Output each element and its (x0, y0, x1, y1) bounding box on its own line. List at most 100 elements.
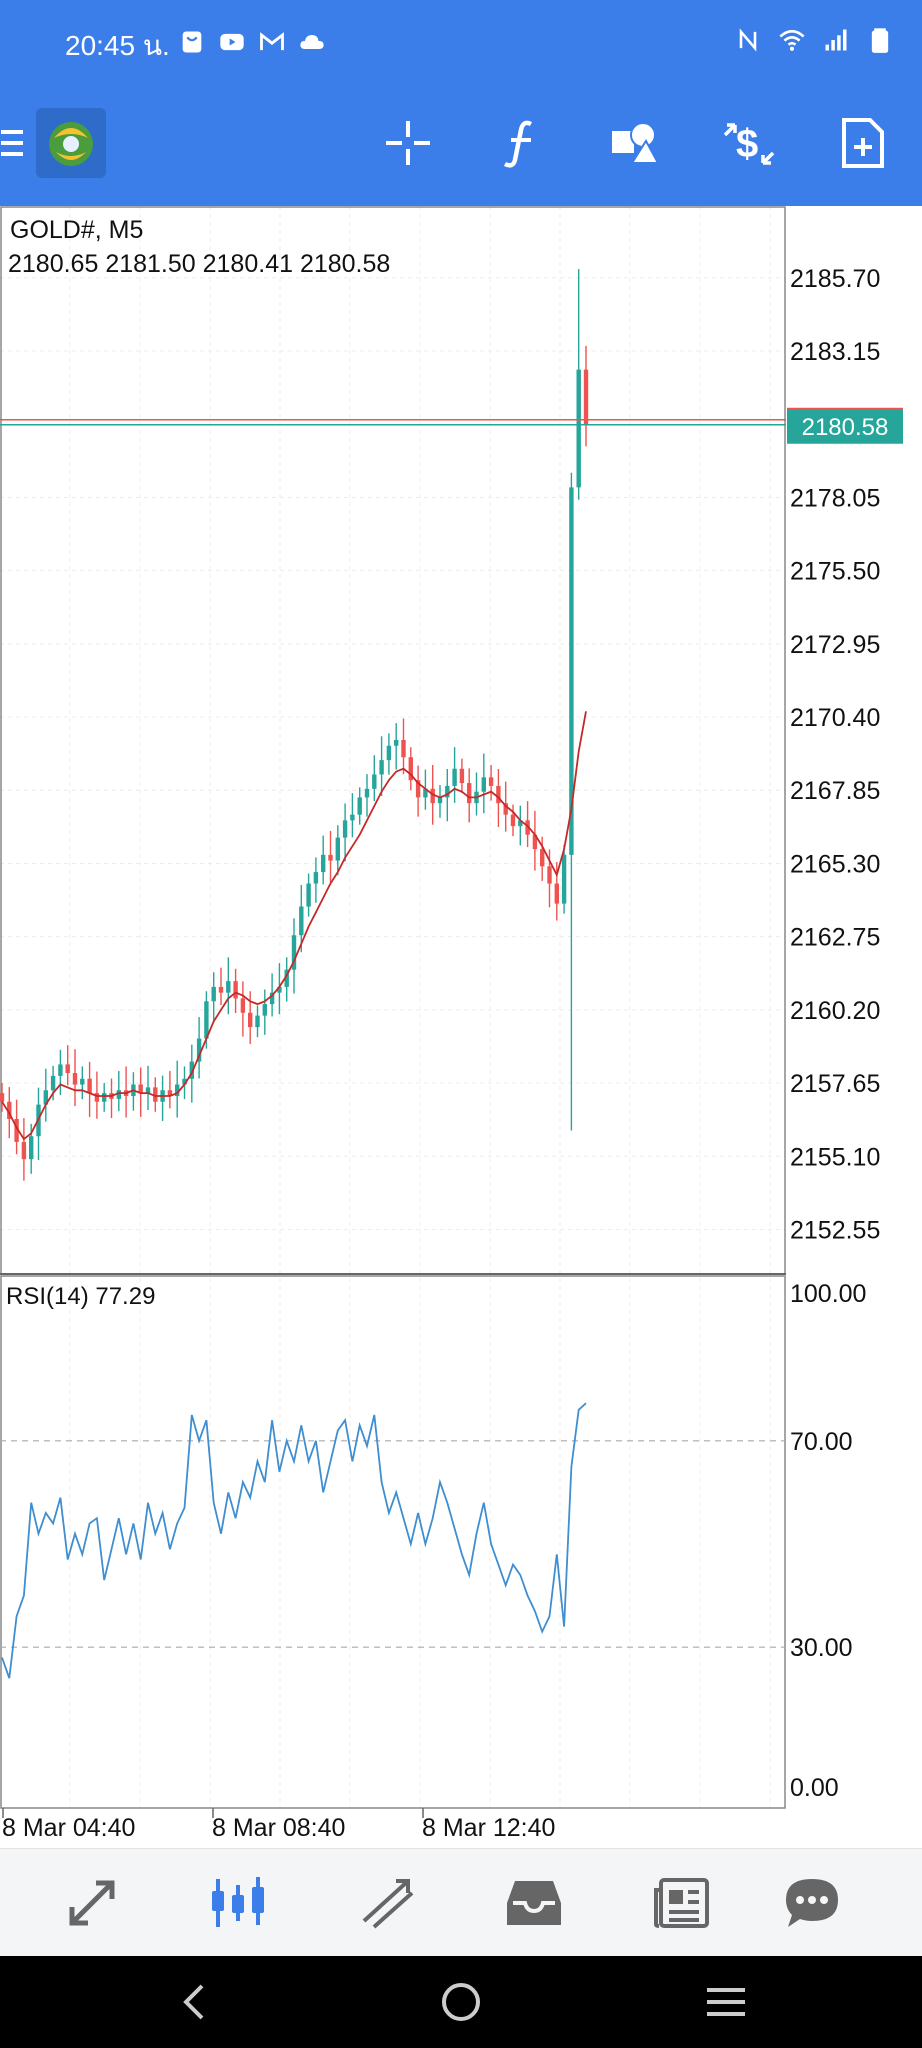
rsi-levels (0, 1440, 786, 1648)
news-icon (654, 1878, 709, 1928)
objects-icon (612, 122, 660, 164)
price-tick-label: 2172.95 (790, 631, 880, 659)
candle-body (569, 487, 574, 855)
price-axis: 2185.70 2183.15 2178.05 2175.50 2172.95 2170.… (790, 265, 880, 1245)
candle-body (532, 834, 538, 850)
candle-body (218, 986, 224, 993)
candle-body (269, 992, 275, 1005)
candle-body (196, 1038, 202, 1062)
home-button[interactable] (431, 1972, 491, 2032)
price-tick-label: 2183.15 (790, 338, 880, 366)
candle-body (21, 1141, 27, 1160)
candle-body (459, 768, 465, 784)
price-tick-label: 2170.40 (790, 704, 880, 732)
candle-body (87, 1078, 92, 1094)
bottom-navigation (0, 1848, 922, 1957)
crosshair-icon (386, 121, 430, 165)
price-tick-label: 2157.65 (790, 1070, 880, 1098)
nav-messages[interactable] (772, 1863, 852, 1943)
nav-trade[interactable] (348, 1863, 428, 1943)
time-tick-label: 8 Mar 12:40 (422, 1814, 555, 1842)
candle-body (189, 1061, 194, 1079)
nav-quotes[interactable] (52, 1863, 132, 1943)
price-tick-label: 2162.75 (790, 924, 880, 952)
candle-body (423, 788, 428, 798)
price-tick-label: 2160.20 (790, 997, 880, 1025)
new-order-button[interactable] (828, 105, 898, 181)
candle-body (116, 1090, 121, 1099)
crosshair-button[interactable] (373, 105, 443, 181)
price-tick-label: 2185.70 (790, 265, 880, 293)
indicators-button[interactable] (486, 105, 556, 181)
price-tick-label: 2165.30 (790, 850, 880, 878)
candle-body (167, 1090, 173, 1096)
back-button[interactable] (163, 1972, 223, 2032)
candle-body (204, 1001, 209, 1039)
moving-average-line (1, 711, 587, 1141)
candle-body (445, 785, 450, 798)
home-icon (442, 1983, 480, 2021)
price-tick-label: 2167.85 (790, 777, 880, 805)
chart-grid (0, 206, 786, 1808)
rsi-tick-label: 100.00 (790, 1280, 866, 1308)
candle-body (503, 803, 508, 815)
candle-body (357, 797, 362, 815)
rsi-tick-label: 70.00 (790, 1428, 853, 1456)
candle-body (554, 883, 559, 904)
candle-body (379, 760, 384, 775)
candle-body (255, 1015, 260, 1028)
candle-body (175, 1084, 180, 1096)
nav-history[interactable] (494, 1863, 574, 1943)
candle-body (510, 814, 516, 827)
candle-body (350, 814, 355, 821)
status-icons-left (178, 28, 326, 56)
candle-body (233, 981, 238, 999)
candle-body (583, 369, 589, 425)
candle-body (277, 986, 282, 993)
candle-body (226, 981, 231, 993)
objects-button[interactable] (600, 105, 670, 181)
candle-body (518, 820, 523, 827)
candle-body (408, 757, 413, 781)
candle-body (7, 1101, 12, 1119)
chart-area[interactable]: GOLD#, M5 2180.65 2181.50 2180.41 2180.5… (0, 206, 922, 1846)
candle-body (14, 1118, 19, 1142)
trade-button[interactable]: $ (714, 105, 784, 181)
recents-button[interactable] (696, 1972, 756, 2032)
candle-body (430, 788, 435, 804)
messages-icon (786, 1879, 838, 1927)
battery-icon (871, 28, 889, 53)
chart-svg[interactable]: GOLD#, M5 2180.65 2181.50 2180.41 2180.5… (0, 206, 922, 1846)
menu-button[interactable] (0, 105, 28, 181)
candle-body (525, 820, 530, 835)
chart-background (0, 206, 922, 1846)
candle-body (394, 740, 399, 746)
time-tick-label: 8 Mar 08:40 (212, 1814, 345, 1842)
status-time: 20:45 น. (65, 30, 170, 61)
chart-icon (212, 1877, 264, 1927)
current-price-tag (787, 409, 903, 444)
candle-body (306, 883, 311, 907)
current-price-label: 2180.58 (802, 414, 889, 441)
candle-body (576, 369, 581, 488)
nav-chart[interactable] (198, 1863, 278, 1943)
candle-body (50, 1075, 56, 1091)
time-axis: 8 Mar 04:40 8 Mar 08:40 8 Mar 12:40 (2, 1808, 555, 1842)
candle-body (313, 872, 319, 884)
candle-body (342, 820, 348, 838)
wifi-icon (779, 29, 805, 51)
candle-body (481, 777, 486, 792)
recents-icon (707, 1988, 745, 2016)
candle-body (284, 969, 289, 987)
price-tick-label: 2155.10 (790, 1143, 880, 1171)
candle-body (372, 774, 377, 789)
candle-body (145, 1087, 151, 1094)
nav-news[interactable] (642, 1863, 722, 1943)
rsi-label: RSI(14) 77.29 (6, 1283, 155, 1310)
trade-icon: $ (723, 122, 775, 166)
candle-body (102, 1093, 107, 1102)
quotes-icon (69, 1880, 115, 1926)
candle-body (299, 906, 304, 936)
metatrader-logo-button[interactable] (36, 105, 106, 181)
ohlc-label: 2180.65 2181.50 2180.41 2180.58 (8, 250, 390, 278)
